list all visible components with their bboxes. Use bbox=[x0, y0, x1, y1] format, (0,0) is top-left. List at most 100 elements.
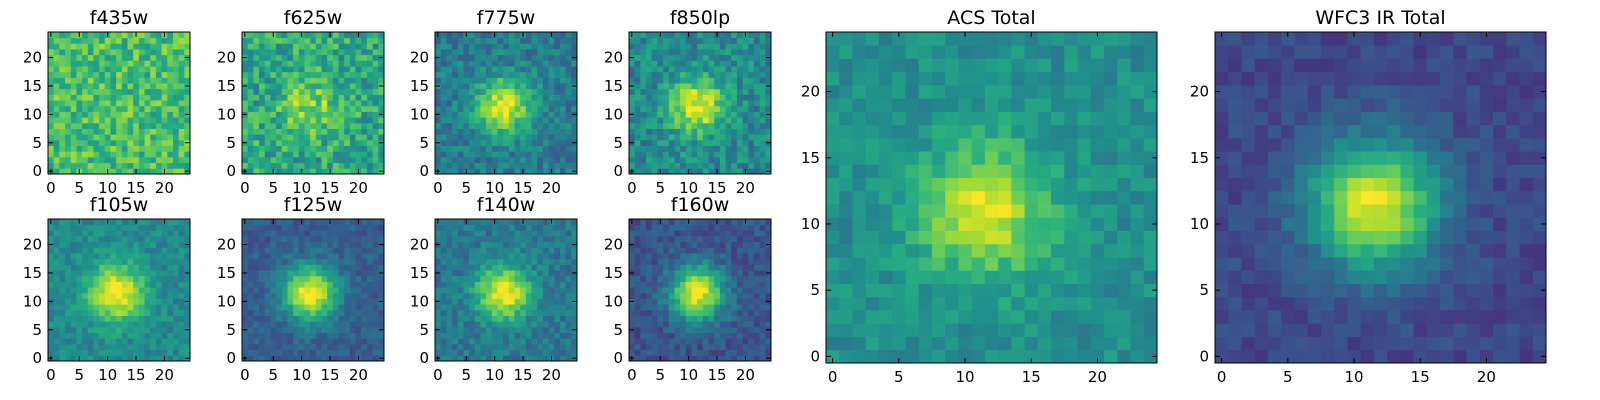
heatmap-cell bbox=[321, 355, 328, 362]
heatmap-cell bbox=[486, 77, 493, 84]
heatmap-cell bbox=[349, 134, 356, 141]
heatmap-cell bbox=[121, 134, 128, 141]
heatmap-cell bbox=[150, 309, 157, 316]
heatmap-cell bbox=[486, 60, 493, 67]
heatmap-cell bbox=[59, 122, 66, 129]
heatmap-cell bbox=[668, 128, 675, 135]
heatmap-cell bbox=[110, 258, 117, 265]
heatmap-cell bbox=[565, 281, 572, 288]
heatmap-cell bbox=[491, 156, 498, 164]
heatmap-cell bbox=[765, 343, 772, 351]
heatmap-cell bbox=[259, 156, 266, 164]
heatmap-cell bbox=[344, 321, 351, 328]
heatmap-cell bbox=[640, 292, 647, 299]
heatmap-cell bbox=[640, 128, 647, 135]
heatmap-cell bbox=[719, 83, 726, 90]
heatmap-cell bbox=[531, 151, 538, 158]
heatmap-cell bbox=[321, 54, 328, 61]
heatmap-cell bbox=[634, 162, 641, 169]
heatmap-cell bbox=[281, 247, 288, 254]
heatmap-cell bbox=[759, 292, 766, 299]
heatmap-cell bbox=[155, 100, 162, 107]
x-tick-label: 5 bbox=[461, 179, 471, 197]
heatmap-cell bbox=[508, 230, 515, 237]
heatmap-cell bbox=[491, 309, 498, 316]
heatmap-cell bbox=[486, 145, 493, 152]
heatmap-cell bbox=[440, 270, 447, 277]
heatmap-cell bbox=[366, 71, 374, 78]
heatmap-cell bbox=[503, 224, 510, 231]
heatmap-cell bbox=[161, 292, 168, 299]
heatmap-cell bbox=[53, 304, 60, 311]
heatmap-cell bbox=[276, 241, 283, 248]
heatmap-cell bbox=[446, 309, 453, 316]
heatmap-cell bbox=[646, 94, 653, 101]
heatmap-cell bbox=[503, 60, 510, 67]
heatmap-cell bbox=[59, 315, 66, 322]
heatmap-cell bbox=[304, 236, 311, 243]
heatmap-cell bbox=[480, 321, 487, 328]
heatmap-cell bbox=[571, 338, 578, 345]
heatmap-cell bbox=[725, 298, 732, 305]
heatmap-cell bbox=[446, 219, 453, 226]
heatmap-cell bbox=[663, 83, 670, 90]
heatmap-cell bbox=[463, 258, 470, 265]
heatmap-cell bbox=[731, 83, 738, 90]
heatmap-cell bbox=[304, 54, 311, 61]
heatmap-cell bbox=[116, 224, 123, 231]
heatmap-cell bbox=[634, 49, 641, 56]
heatmap-cell bbox=[264, 100, 271, 107]
heatmap-cell bbox=[310, 134, 317, 141]
heatmap-cell bbox=[172, 32, 180, 39]
heatmap-cell bbox=[474, 60, 481, 67]
heatmap-cell bbox=[537, 54, 544, 61]
heatmap-cell bbox=[144, 236, 151, 243]
heatmap-cell bbox=[144, 100, 151, 107]
heatmap-cell bbox=[366, 128, 374, 135]
heatmap-cell bbox=[691, 83, 698, 90]
heatmap-cell bbox=[259, 105, 266, 112]
heatmap-cell bbox=[310, 321, 317, 328]
heatmap-cell bbox=[355, 43, 362, 50]
heatmap-cell bbox=[548, 122, 555, 129]
heatmap-cell bbox=[497, 219, 504, 226]
heatmap-cell bbox=[714, 151, 721, 158]
heatmap-cell bbox=[59, 111, 66, 118]
heatmap-cell bbox=[748, 168, 755, 175]
heatmap-cell bbox=[355, 117, 362, 124]
heatmap-cell bbox=[59, 343, 66, 351]
heatmap-cell bbox=[259, 94, 266, 101]
heatmap-cell bbox=[59, 71, 66, 78]
heatmap-cell bbox=[150, 83, 157, 90]
heatmap-cell bbox=[293, 241, 300, 248]
heatmap-cell bbox=[310, 230, 317, 237]
heatmap-cell bbox=[486, 315, 493, 322]
heatmap-cell bbox=[121, 71, 128, 78]
heatmap-cell bbox=[463, 94, 470, 101]
heatmap-cell bbox=[663, 66, 670, 73]
heatmap-cell bbox=[270, 88, 277, 95]
heatmap-cell bbox=[525, 349, 532, 356]
heatmap-cell bbox=[276, 71, 283, 78]
heatmap-cell bbox=[87, 88, 94, 95]
heatmap-cell bbox=[680, 43, 687, 50]
heatmap-cell bbox=[497, 332, 504, 339]
heatmap-cell bbox=[548, 343, 555, 351]
heatmap-cell bbox=[133, 117, 140, 124]
heatmap-cell bbox=[542, 88, 549, 95]
heatmap-cell bbox=[99, 156, 106, 164]
heatmap-cell bbox=[293, 122, 300, 129]
heatmap-cell bbox=[70, 168, 77, 175]
heatmap-cell bbox=[366, 247, 374, 254]
heatmap-cell bbox=[435, 151, 442, 158]
heatmap-cell bbox=[161, 270, 168, 277]
heatmap-cell bbox=[304, 60, 311, 67]
heatmap-cell bbox=[349, 37, 356, 44]
heatmap-cell bbox=[537, 71, 544, 78]
heatmap-cell bbox=[748, 94, 755, 101]
heatmap-cell bbox=[270, 151, 277, 158]
heatmap-cell bbox=[76, 326, 83, 333]
heatmap-cell bbox=[651, 162, 658, 169]
heatmap-cell bbox=[452, 349, 459, 356]
heatmap-cell bbox=[657, 332, 664, 339]
